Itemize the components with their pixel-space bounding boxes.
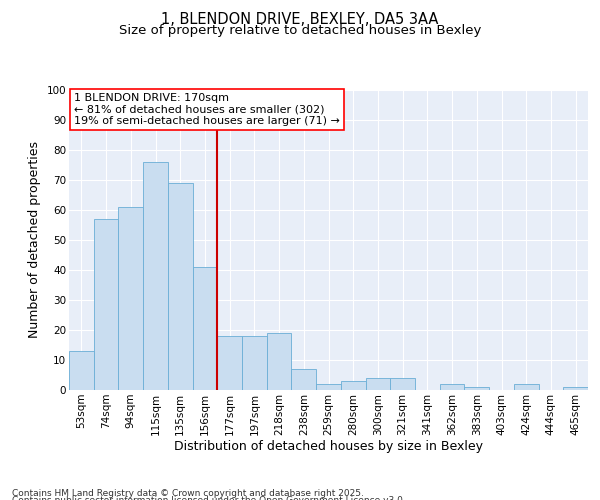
- Bar: [316, 384, 341, 390]
- Text: Contains HM Land Registry data © Crown copyright and database right 2025.: Contains HM Land Registry data © Crown c…: [12, 488, 364, 498]
- Bar: [514, 384, 539, 390]
- Y-axis label: Number of detached properties: Number of detached properties: [28, 142, 41, 338]
- Bar: [143, 162, 168, 390]
- Bar: [440, 384, 464, 390]
- Bar: [464, 387, 489, 390]
- Bar: [341, 381, 365, 390]
- Bar: [118, 207, 143, 390]
- Bar: [390, 378, 415, 390]
- Bar: [193, 267, 217, 390]
- Text: 1, BLENDON DRIVE, BEXLEY, DA5 3AA: 1, BLENDON DRIVE, BEXLEY, DA5 3AA: [161, 12, 439, 28]
- Bar: [94, 219, 118, 390]
- Bar: [69, 351, 94, 390]
- Bar: [563, 387, 588, 390]
- Bar: [242, 336, 267, 390]
- Text: Contains public sector information licensed under the Open Government Licence v3: Contains public sector information licen…: [12, 496, 406, 500]
- Bar: [217, 336, 242, 390]
- Bar: [168, 183, 193, 390]
- Text: Size of property relative to detached houses in Bexley: Size of property relative to detached ho…: [119, 24, 481, 37]
- Text: 1 BLENDON DRIVE: 170sqm
← 81% of detached houses are smaller (302)
19% of semi-d: 1 BLENDON DRIVE: 170sqm ← 81% of detache…: [74, 93, 340, 126]
- Bar: [292, 369, 316, 390]
- Bar: [267, 333, 292, 390]
- Bar: [365, 378, 390, 390]
- X-axis label: Distribution of detached houses by size in Bexley: Distribution of detached houses by size …: [174, 440, 483, 454]
